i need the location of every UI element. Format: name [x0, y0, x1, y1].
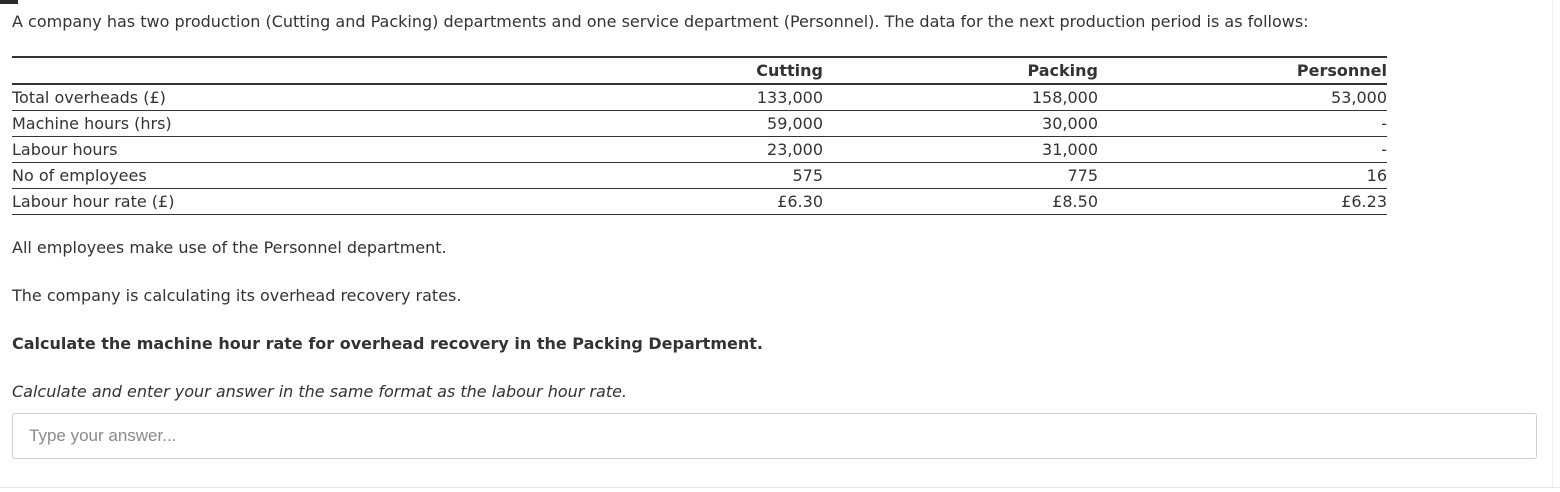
- packing-value: 30,000: [823, 110, 1098, 137]
- answer-input[interactable]: [12, 413, 1537, 459]
- packing-value: 158,000: [823, 84, 1098, 111]
- context-note: The company is calculating its overhead …: [12, 286, 462, 305]
- department-data-table: Cutting Packing Personnel Total overhead…: [12, 56, 1387, 215]
- task-statement: Calculate the machine hour rate for over…: [12, 334, 763, 353]
- table-header-row: Cutting Packing Personnel: [12, 56, 1387, 85]
- packing-value: 31,000: [823, 136, 1098, 163]
- personnel-value: 16: [1098, 162, 1387, 189]
- personnel-value: 53,000: [1098, 84, 1387, 111]
- packing-value: 775: [823, 162, 1098, 189]
- corner-marker: [0, 0, 18, 4]
- table-row: No of employees 575 775 16: [12, 162, 1387, 189]
- header-personnel: Personnel: [1098, 56, 1387, 85]
- row-label: No of employees: [12, 162, 572, 189]
- personnel-value: -: [1098, 136, 1387, 163]
- cutting-value: 133,000: [572, 84, 823, 111]
- table-row: Machine hours (hrs) 59,000 30,000 -: [12, 110, 1387, 137]
- cutting-value: 59,000: [572, 110, 823, 137]
- row-label: Labour hours: [12, 136, 572, 163]
- header-cutting: Cutting: [572, 56, 823, 85]
- bottom-divider: [0, 487, 1560, 488]
- right-divider: [1552, 0, 1553, 488]
- header-packing: Packing: [823, 56, 1098, 85]
- packing-value: £8.50: [823, 188, 1098, 215]
- question-intro: A company has two production (Cutting an…: [12, 12, 1309, 31]
- table-row: Labour hours 23,000 31,000 -: [12, 136, 1387, 163]
- personnel-value: £6.23: [1098, 188, 1387, 215]
- cutting-value: 23,000: [572, 136, 823, 163]
- cutting-value: 575: [572, 162, 823, 189]
- answer-instruction: Calculate and enter your answer in the s…: [12, 382, 628, 401]
- personnel-value: -: [1098, 110, 1387, 137]
- table-row: Labour hour rate (£) £6.30 £8.50 £6.23: [12, 188, 1387, 215]
- row-label: Machine hours (hrs): [12, 110, 572, 137]
- table-row: Total overheads (£) 133,000 158,000 53,0…: [12, 84, 1387, 111]
- row-label: Labour hour rate (£): [12, 188, 572, 215]
- personnel-usage-note: All employees make use of the Personnel …: [12, 238, 447, 257]
- row-label: Total overheads (£): [12, 84, 572, 111]
- header-label-column: [12, 56, 572, 85]
- cutting-value: £6.30: [572, 188, 823, 215]
